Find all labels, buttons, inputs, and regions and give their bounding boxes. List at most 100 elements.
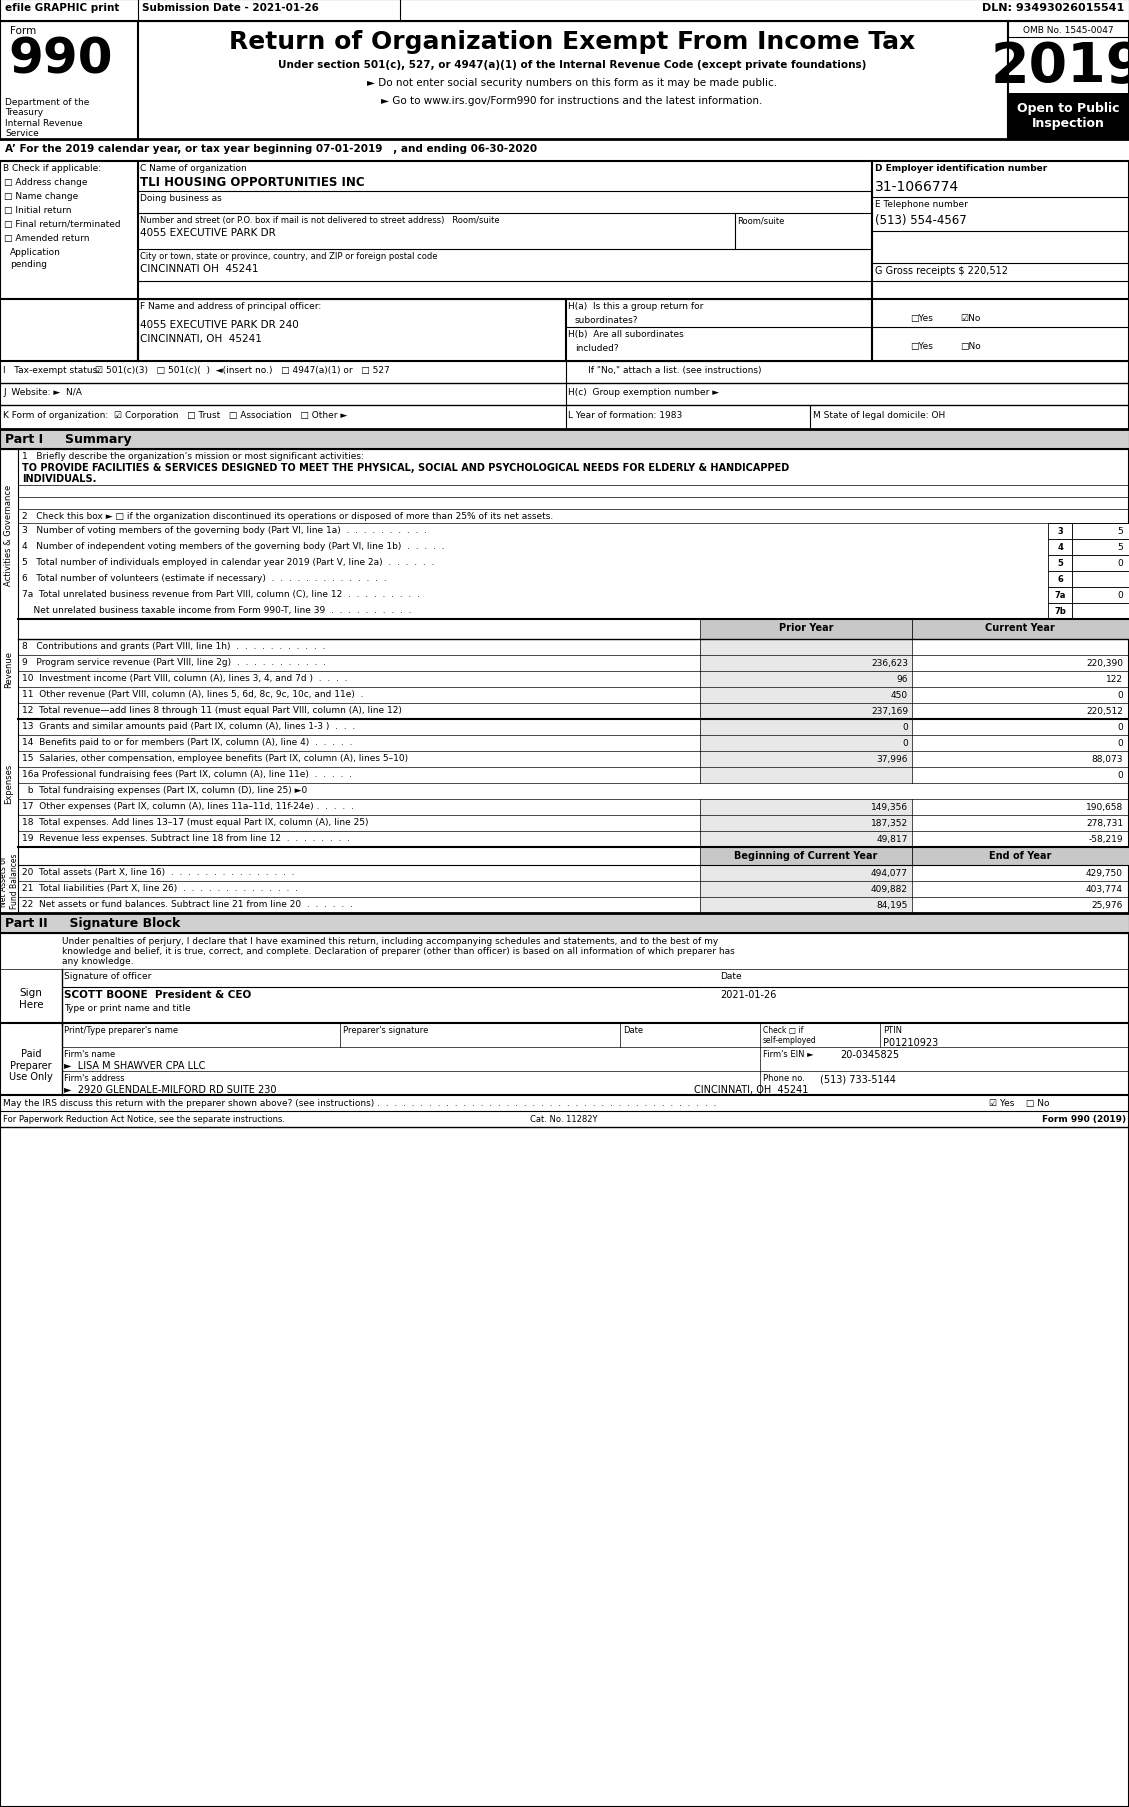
Text: 19  Revenue less expenses. Subtract line 18 from line 12  .  .  .  .  .  .  .  .: 19 Revenue less expenses. Subtract line … <box>21 833 350 842</box>
Text: F Name and address of principal officer:: F Name and address of principal officer: <box>140 302 322 311</box>
Text: TLI HOUSING OPPORTUNITIES INC: TLI HOUSING OPPORTUNITIES INC <box>140 175 365 190</box>
Text: 11  Other revenue (Part VIII, column (A), lines 5, 6d, 8c, 9c, 10c, and 11e)  .: 11 Other revenue (Part VIII, column (A),… <box>21 690 364 699</box>
Bar <box>700 703 912 719</box>
Text: 15  Salaries, other compensation, employee benefits (Part IX, column (A), lines : 15 Salaries, other compensation, employe… <box>21 754 408 763</box>
Bar <box>700 831 912 847</box>
Text: 0: 0 <box>902 739 908 748</box>
Text: ►  LISA M SHAWVER CPA LLC: ► LISA M SHAWVER CPA LLC <box>64 1061 205 1070</box>
Text: 5: 5 <box>1118 526 1123 535</box>
Text: 5   Total number of individuals employed in calendar year 2019 (Part V, line 2a): 5 Total number of individuals employed i… <box>21 558 435 567</box>
Bar <box>700 656 912 672</box>
Bar <box>1073 571 1129 587</box>
Bar <box>1048 557 1073 571</box>
Text: 409,882: 409,882 <box>870 884 908 893</box>
Bar <box>700 898 912 914</box>
Text: Open to Public
Inspection: Open to Public Inspection <box>1017 101 1119 130</box>
Text: Doing business as: Doing business as <box>140 193 221 202</box>
Text: CINCINNATI, OH  45241: CINCINNATI, OH 45241 <box>694 1084 808 1095</box>
Text: ►  2920 GLENDALE-MILFORD RD SUITE 230: ► 2920 GLENDALE-MILFORD RD SUITE 230 <box>64 1084 277 1095</box>
Text: DLN: 93493026015541: DLN: 93493026015541 <box>982 4 1124 13</box>
Text: Expenses: Expenses <box>5 763 14 804</box>
Bar <box>1048 524 1073 540</box>
Bar <box>1048 587 1073 604</box>
Text: City or town, state or province, country, and ZIP or foreign postal code: City or town, state or province, country… <box>140 251 438 260</box>
Text: Date: Date <box>720 972 742 981</box>
Text: A’ For the 2019 calendar year, or tax year beginning 07-01-2019   , and ending 0: A’ For the 2019 calendar year, or tax ye… <box>5 145 537 154</box>
Text: 13  Grants and similar amounts paid (Part IX, column (A), lines 1-3 )  .  .  .: 13 Grants and similar amounts paid (Part… <box>21 721 356 730</box>
Text: Activities & Governance: Activities & Governance <box>5 484 14 585</box>
Text: 25,976: 25,976 <box>1092 900 1123 909</box>
Bar <box>700 719 912 735</box>
Text: 20  Total assets (Part X, line 16)  .  .  .  .  .  .  .  .  .  .  .  .  .  .  .: 20 Total assets (Part X, line 16) . . . … <box>21 867 295 876</box>
Text: 37,996: 37,996 <box>876 755 908 764</box>
Bar <box>912 847 1129 866</box>
Text: K Form of organization:  ☑ Corporation   □ Trust   □ Association   □ Other ►: K Form of organization: ☑ Corporation □ … <box>3 410 348 419</box>
Text: Current Year: Current Year <box>986 623 1054 632</box>
Text: Print/Type preparer's name: Print/Type preparer's name <box>64 1025 178 1034</box>
Text: (513) 554-4567: (513) 554-4567 <box>875 213 966 228</box>
Text: If "No," attach a list. (see instructions): If "No," attach a list. (see instruction… <box>568 365 761 374</box>
Text: 122: 122 <box>1106 674 1123 683</box>
Text: 7a: 7a <box>1054 591 1066 600</box>
Bar <box>0 430 1129 450</box>
Text: Preparer's signature: Preparer's signature <box>343 1025 428 1034</box>
Text: G Gross receipts $ 220,512: G Gross receipts $ 220,512 <box>875 266 1008 276</box>
Text: Beginning of Current Year: Beginning of Current Year <box>734 851 877 860</box>
Text: 4: 4 <box>1057 542 1062 551</box>
Text: 0: 0 <box>1118 723 1123 732</box>
Text: Form 990 (2019): Form 990 (2019) <box>1042 1115 1126 1124</box>
Text: End of Year: End of Year <box>989 851 1051 860</box>
Text: 237,169: 237,169 <box>870 707 908 716</box>
Text: INDIVIDUALS.: INDIVIDUALS. <box>21 473 96 484</box>
Text: 494,077: 494,077 <box>870 869 908 878</box>
Text: □ Final return/terminated: □ Final return/terminated <box>5 220 121 229</box>
Bar <box>0 0 1129 22</box>
Bar <box>700 640 912 656</box>
Text: 3   Number of voting members of the governing body (Part VI, line 1a)  .  .  .  : 3 Number of voting members of the govern… <box>21 526 427 535</box>
Bar <box>1048 540 1073 557</box>
Bar <box>700 735 912 752</box>
Text: Number and street (or P.O. box if mail is not delivered to street address)   Roo: Number and street (or P.O. box if mail i… <box>140 215 500 224</box>
Text: 10  Investment income (Part VIII, column (A), lines 3, 4, and 7d )  .  .  .  .: 10 Investment income (Part VIII, column … <box>21 674 348 683</box>
Text: Prior Year: Prior Year <box>779 623 833 632</box>
Text: ► Do not enter social security numbers on this form as it may be made public.: ► Do not enter social security numbers o… <box>367 78 777 89</box>
Text: Part I     Summary: Part I Summary <box>5 432 132 446</box>
Text: 187,352: 187,352 <box>870 819 908 828</box>
Text: May the IRS discuss this return with the preparer shown above? (see instructions: May the IRS discuss this return with the… <box>3 1099 719 1108</box>
Bar <box>700 752 912 768</box>
Text: □ Initial return: □ Initial return <box>5 206 71 215</box>
Text: 5: 5 <box>1057 558 1062 567</box>
Text: 6: 6 <box>1057 575 1062 584</box>
Text: H(b)  Are all subordinates: H(b) Are all subordinates <box>568 331 684 340</box>
Text: knowledge and belief, it is true, correct, and complete. Declaration of preparer: knowledge and belief, it is true, correc… <box>62 947 735 956</box>
Bar <box>912 620 1129 640</box>
Text: ► Go to www.irs.gov/Form990 for instructions and the latest information.: ► Go to www.irs.gov/Form990 for instruct… <box>382 96 763 107</box>
Text: M State of legal domicile: OH: M State of legal domicile: OH <box>813 410 945 419</box>
Text: b  Total fundraising expenses (Part IX, column (D), line 25) ►0: b Total fundraising expenses (Part IX, c… <box>21 786 307 795</box>
Text: 0: 0 <box>1118 739 1123 748</box>
Text: CINCINNATI, OH  45241: CINCINNATI, OH 45241 <box>140 334 262 343</box>
Text: 3: 3 <box>1057 526 1062 535</box>
Text: Part II     Signature Block: Part II Signature Block <box>5 916 181 929</box>
Text: 7a  Total unrelated business revenue from Part VIII, column (C), line 12  .  .  : 7a Total unrelated business revenue from… <box>21 589 420 598</box>
Text: 429,750: 429,750 <box>1086 869 1123 878</box>
Text: Return of Organization Exempt From Income Tax: Return of Organization Exempt From Incom… <box>229 31 916 54</box>
Text: 4055 EXECUTIVE PARK DR: 4055 EXECUTIVE PARK DR <box>140 228 275 239</box>
Text: any knowledge.: any knowledge. <box>62 956 133 965</box>
Text: 0: 0 <box>1118 770 1123 779</box>
Text: Net Assets or
Fund Balances: Net Assets or Fund Balances <box>0 853 19 909</box>
Text: 0: 0 <box>1118 690 1123 699</box>
Text: 5: 5 <box>1118 542 1123 551</box>
Bar <box>1073 587 1129 604</box>
Text: 149,356: 149,356 <box>870 802 908 811</box>
Text: 236,623: 236,623 <box>870 658 908 667</box>
Text: Type or print name and title: Type or print name and title <box>64 1003 191 1012</box>
Text: 7b: 7b <box>1054 607 1066 616</box>
Text: 0: 0 <box>902 723 908 732</box>
Text: OMB No. 1545-0047: OMB No. 1545-0047 <box>1023 25 1113 34</box>
Text: (513) 733-5144: (513) 733-5144 <box>820 1073 896 1084</box>
Text: H(a)  Is this a group return for: H(a) Is this a group return for <box>568 302 703 311</box>
Bar <box>1008 94 1129 139</box>
Text: B Check if applicable:: B Check if applicable: <box>3 164 102 173</box>
Text: 990: 990 <box>8 36 113 83</box>
